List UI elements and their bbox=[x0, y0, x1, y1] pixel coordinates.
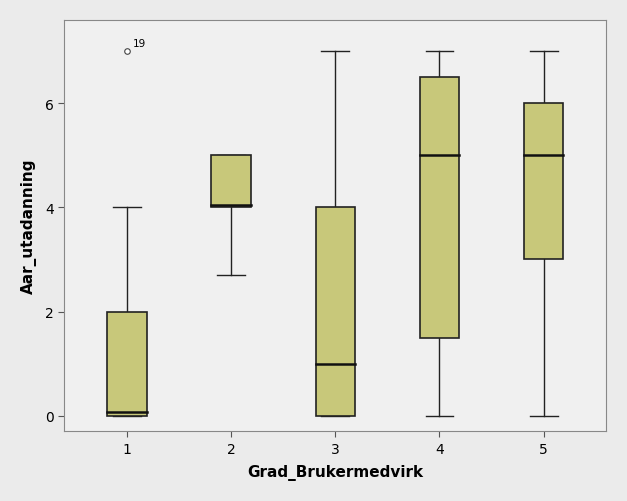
Bar bbox=[419, 78, 460, 338]
Bar bbox=[524, 104, 564, 260]
Bar bbox=[107, 312, 147, 416]
Text: 19: 19 bbox=[133, 40, 147, 50]
Y-axis label: Aar_utadanning: Aar_utadanning bbox=[21, 158, 37, 294]
X-axis label: Grad_Brukermedvirk: Grad_Brukermedvirk bbox=[247, 464, 423, 480]
Bar bbox=[211, 156, 251, 208]
Bar bbox=[315, 208, 355, 416]
